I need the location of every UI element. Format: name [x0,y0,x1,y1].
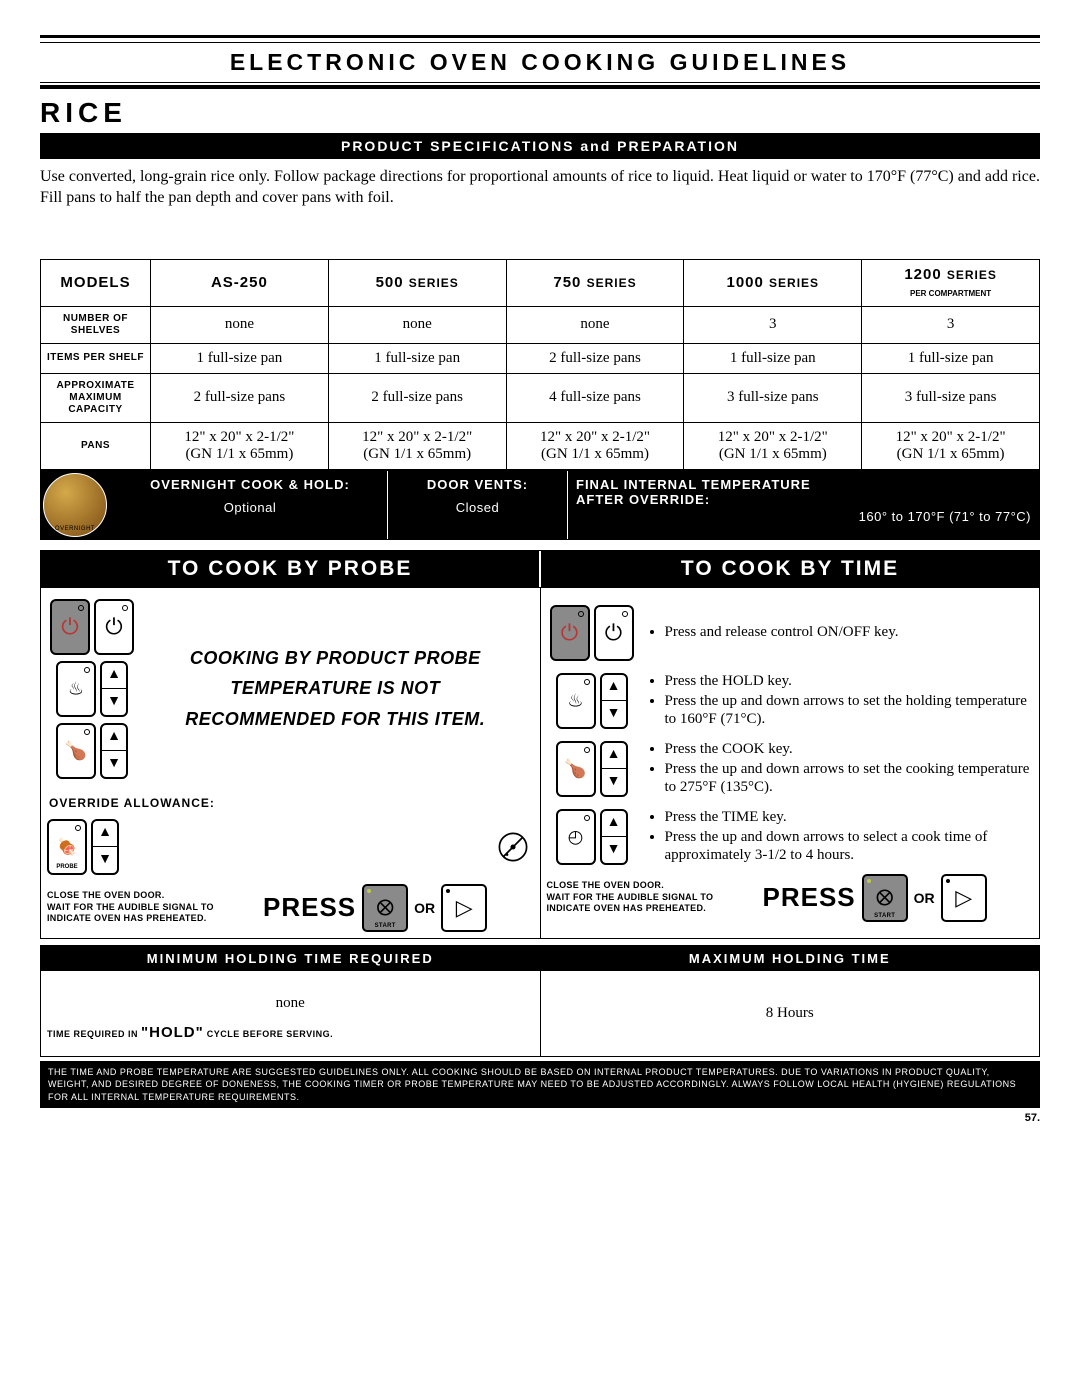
min-holding-header: MINIMUM HOLDING TIME REQUIRED [41,946,540,971]
play-button-icon: ▷ [941,874,987,922]
hold-button-icon: ♨ ▲▼ [547,670,637,732]
start-button-icon: ⭙START [362,884,408,932]
page: ELECTRONIC OVEN COOKING GUIDELINES RICE … [0,0,1080,1144]
cook-mode-headers: TO COOK BY PROBE TO COOK BY TIME [40,550,1040,588]
preparation-text: Use converted, long-grain rice only. Fol… [40,167,1040,209]
step-text: Press the HOLD key.Press the up and down… [637,671,1034,730]
table-row: PANS 12" x 20" x 2-1/2" (GN 1/1 x 65mm) … [41,422,1040,469]
table-row: NUMBER OF SHELVES none none none 3 3 [41,306,1040,343]
onoff-buttons-icon: ⏻ ⏻ [47,596,137,658]
hold-cycle-note: TIME REQUIRED IN "HOLD" CYCLE BEFORE SER… [41,1022,540,1046]
750-series-header: 750 SERIES [506,259,684,306]
spec-table: MODELS AS-250 500 SERIES 750 SERIES 1000… [40,259,1040,470]
final-temp-header2: AFTER OVERRIDE: [576,492,1031,507]
overnight-badge-icon [43,473,107,537]
probe-warning: COOKING BY PRODUCT PROBE TEMPERATURE IS … [185,643,485,735]
final-temp-value: 160° to 170°F (71° to 77°C) [576,509,1031,524]
probe-mode-header: TO COOK BY PROBE [168,557,413,580]
or-label: OR [914,890,935,906]
no-symbol-icon [496,830,530,864]
step-text: Press and release control ON/OFF key. [637,622,1034,643]
onoff-buttons-icon: ⏻ ⏻ [547,602,637,664]
min-holding-value: none [41,971,540,1022]
settings-bar: OVERNIGHT COOK & HOLD: Optional DOOR VEN… [40,470,1040,540]
footer-disclaimer: THE TIME AND PROBE TEMPERATURE ARE SUGGE… [40,1061,1040,1109]
row-label: NUMBER OF SHELVES [41,306,151,343]
rule [40,82,1040,83]
press-label: PRESS [263,892,356,923]
probe-button-icon: 🍖PROBE ▲▼ [47,816,119,878]
time-button-icon: ◴ ▲▼ [547,806,637,868]
cook-button-icon: 🍗 ▲▼ [47,720,137,782]
final-temp-header1: FINAL INTERNAL TEMPERATURE [576,477,1031,492]
1000-series-header: 1000 SERIES [684,259,862,306]
overnight-header: OVERNIGHT COOK & HOLD: [121,477,379,492]
time-mode-header: TO COOK BY TIME [681,557,899,580]
max-holding-header: MAXIMUM HOLDING TIME [541,946,1040,971]
close-door-text: CLOSE THE OVEN DOOR. WAIT FOR THE AUDIBL… [47,890,257,925]
close-door-text: CLOSE THE OVEN DOOR. WAIT FOR THE AUDIBL… [547,880,757,915]
instructions-area: ⏻ ⏻ ♨ ▲▼ 🍗 ▲▼ COOKING BY PRODUCT PROBE [40,588,1040,939]
override-label: OVERRIDE ALLOWANCE: [49,796,534,810]
time-column: ⏻ ⏻ Press and release control ON/OFF key… [540,588,1041,939]
table-header-row: MODELS AS-250 500 SERIES 750 SERIES 1000… [41,259,1040,306]
holding-row: MINIMUM HOLDING TIME REQUIRED none TIME … [40,945,1040,1057]
table-row: ITEMS PER SHELF 1 full-size pan 1 full-s… [41,343,1040,373]
max-holding-value: 8 Hours [541,971,1040,1056]
press-label: PRESS [763,882,856,913]
probe-column: ⏻ ⏻ ♨ ▲▼ 🍗 ▲▼ COOKING BY PRODUCT PROBE [40,588,540,939]
step-text: Press the TIME key.Press the up and down… [637,807,1034,866]
row-label: PANS [41,422,151,469]
or-label: OR [414,900,435,916]
table-row: APPROXIMATE MAXIMUM CAPACITY 2 full-size… [41,373,1040,422]
hold-button-icon: ♨ ▲▼ [47,658,137,720]
play-button-icon: ▷ [441,884,487,932]
row-label: APPROXIMATE MAXIMUM CAPACITY [41,373,151,422]
overnight-value: Optional [121,500,379,515]
cook-button-icon: 🍗 ▲▼ [547,738,637,800]
rule [40,85,1040,89]
500-series-header: 500 SERIES [328,259,506,306]
row-label: ITEMS PER SHELF [41,343,151,373]
start-button-icon: ⭙START [862,874,908,922]
1200-series-header: 1200 SERIESPER COMPARTMENT [862,259,1040,306]
rule-top [40,35,1040,43]
vents-header: DOOR VENTS: [396,477,559,492]
vents-value: Closed [396,500,559,515]
product-name: RICE [40,97,1040,129]
as250-header: AS-250 [151,259,329,306]
page-title: ELECTRONIC OVEN COOKING GUIDELINES [40,49,1040,76]
spec-header-bar: PRODUCT SPECIFICATIONS and PREPARATION [40,133,1040,159]
models-header: MODELS [41,259,151,306]
step-text: Press the COOK key.Press the up and down… [637,739,1034,798]
page-number: 57. [40,1112,1040,1124]
